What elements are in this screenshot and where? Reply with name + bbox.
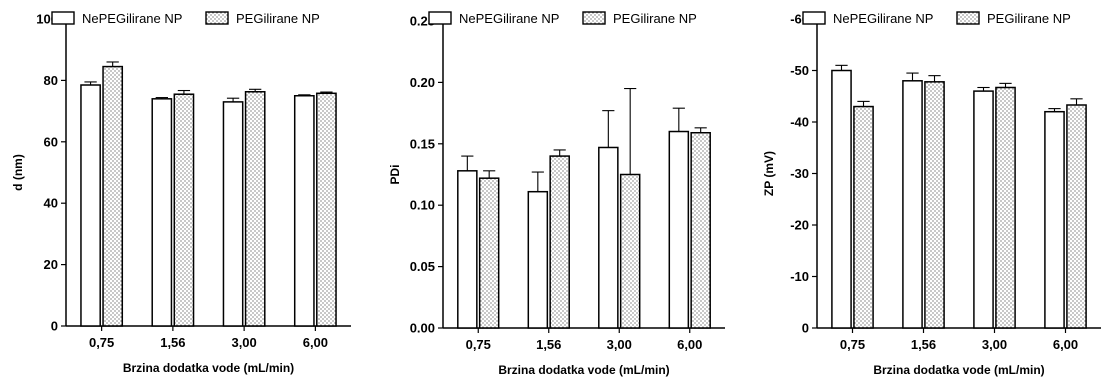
- y-axis-title: ZP (mV): [762, 151, 776, 196]
- y-tick-label: 60: [44, 134, 58, 149]
- bar-peg-4: [690, 131, 711, 329]
- bar-peg-2: [173, 93, 195, 327]
- x-tick-label: 0,75: [89, 335, 114, 350]
- x-axis-title: Brzina dodatka vode (mL/min): [498, 363, 669, 377]
- y-tick-label: 20: [44, 257, 58, 272]
- bar-nepeg-3: [222, 101, 244, 327]
- legend-swatch-peg: [582, 11, 606, 25]
- y-tick-label: -50: [790, 63, 809, 78]
- legend-label-nepeg: NePEGilirane NP: [833, 11, 933, 26]
- bar-nepeg-3: [973, 90, 994, 329]
- x-tick-label: 1,56: [536, 337, 561, 352]
- legend-label-nepeg: NePEGilirane NP: [459, 11, 559, 26]
- x-axis-title: Brzina dodatka vode (mL/min): [873, 363, 1044, 377]
- y-tick-label: -40: [790, 115, 809, 130]
- legend-swatch-nepeg: [428, 11, 452, 25]
- bar-nepeg-1: [80, 84, 101, 327]
- bar-peg-2: [924, 81, 945, 329]
- y-tick-label: 0.00: [410, 321, 435, 336]
- x-tick-label: 0,75: [466, 337, 491, 352]
- bar-peg-3: [244, 91, 266, 327]
- bar-nepeg-3: [598, 146, 619, 329]
- bar-peg-3: [995, 86, 1016, 329]
- y-axis-title: PDi: [388, 164, 402, 184]
- legend-swatch-nepeg: [802, 11, 826, 25]
- x-tick-label: 3,00: [982, 337, 1007, 352]
- y-axis-title: d (nm): [11, 154, 25, 191]
- legend-swatch-peg: [956, 11, 980, 25]
- bar-peg-1: [102, 65, 124, 327]
- bar-nepeg-1: [457, 170, 478, 329]
- x-tick-label: 0,75: [840, 337, 865, 352]
- x-tick-label: 3,00: [231, 335, 256, 350]
- legend-swatch-nepeg: [51, 11, 75, 25]
- bar-nepeg-2: [151, 98, 173, 327]
- y-tick-label: 80: [44, 73, 58, 88]
- bar-nepeg-1: [831, 69, 852, 329]
- legend-label-peg: PEGilirane NP: [613, 11, 697, 26]
- bar-nepeg-2: [527, 190, 549, 329]
- y-tick-label: 0.05: [410, 259, 435, 274]
- x-tick-label: 6,00: [1053, 337, 1078, 352]
- x-tick-label: 1,56: [160, 335, 185, 350]
- bar-peg-1: [853, 105, 874, 329]
- y-tick-label: 0.20: [410, 75, 435, 90]
- x-tick-label: 3,00: [607, 337, 632, 352]
- bar-nepeg-2: [902, 80, 923, 329]
- bar-nepeg-4: [1044, 110, 1065, 329]
- x-axis-title: Brzina dodatka vode (mL/min): [123, 361, 294, 375]
- x-tick-label: 1,56: [911, 337, 936, 352]
- x-tick-label: 6,00: [303, 335, 328, 350]
- bar-peg-4: [1066, 104, 1087, 329]
- y-tick-label: 0.10: [410, 198, 435, 213]
- legend-swatch-peg: [205, 11, 229, 25]
- legend-label-nepeg: NePEGilirane NP: [82, 11, 182, 26]
- bar-peg-3: [619, 173, 641, 329]
- bar-peg-1: [478, 177, 500, 329]
- y-tick-label: -10: [790, 269, 809, 284]
- legend-label-peg: PEGilirane NP: [987, 11, 1071, 26]
- bar-peg-4: [316, 92, 337, 327]
- legend-label-peg: PEGilirane NP: [236, 11, 320, 26]
- y-tick-label: 0.15: [410, 136, 435, 151]
- y-tick-label: -30: [790, 166, 809, 181]
- y-tick-label: 40: [44, 196, 58, 211]
- y-tick-label: 0: [802, 321, 809, 336]
- bar-nepeg-4: [668, 130, 690, 329]
- y-tick-label: -20: [790, 218, 809, 233]
- bar-nepeg-4: [293, 95, 315, 327]
- bar-peg-2: [549, 155, 570, 329]
- y-tick-label: 0: [51, 319, 58, 334]
- x-tick-label: 6,00: [677, 337, 702, 352]
